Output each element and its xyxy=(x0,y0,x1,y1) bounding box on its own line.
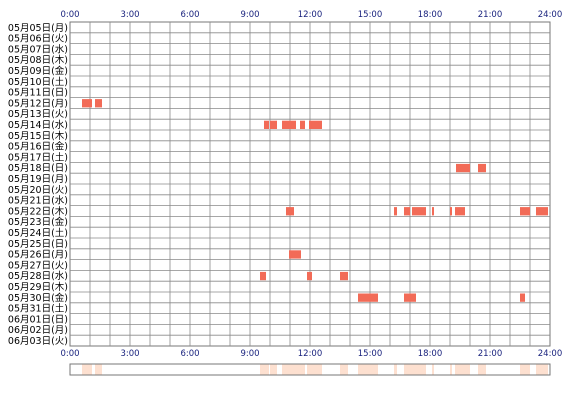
summary-segment xyxy=(82,364,92,375)
summary-segment xyxy=(307,364,312,375)
row-label: 05月24日(土) xyxy=(8,227,68,239)
row-label: 05月31日(土) xyxy=(8,303,68,315)
x-tick-label-top: 24:00 xyxy=(538,10,563,20)
row-label: 06月03日(火) xyxy=(8,336,68,347)
row-label: 05月06日(火) xyxy=(8,34,68,45)
row-label: 05月19日(月) xyxy=(8,174,68,185)
sleep-bar xyxy=(82,99,92,108)
x-tick-label-bottom: 0:00 xyxy=(60,349,79,359)
x-tick-label-bottom: 6:00 xyxy=(180,349,199,359)
summary-segment xyxy=(536,364,548,375)
x-tick-label-bottom: 12:00 xyxy=(298,349,323,359)
sleep-bar xyxy=(270,120,277,129)
summary-segment xyxy=(264,364,269,375)
row-label: 05月25日(日) xyxy=(8,239,68,250)
row-label: 05月21日(水) xyxy=(8,195,68,207)
summary-segment xyxy=(432,364,434,375)
x-tick-label-bottom: 3:00 xyxy=(120,349,139,359)
summary-segment xyxy=(95,364,102,375)
row-label: 05月28日(水) xyxy=(8,270,68,282)
summary-segment xyxy=(450,364,452,375)
x-tick-label-top: 6:00 xyxy=(180,10,199,20)
row-label: 05月09日(金) xyxy=(8,65,68,77)
row-label: 05月23日(金) xyxy=(8,216,68,228)
sleep-bar xyxy=(520,207,530,216)
sleep-bar xyxy=(309,120,322,129)
summary-segment xyxy=(358,364,378,375)
sleep-bar xyxy=(95,99,102,108)
summary-segment xyxy=(270,364,277,375)
x-tick-label-bottom: 15:00 xyxy=(358,349,383,359)
row-label: 05月26日(月) xyxy=(8,250,68,261)
summary-segment xyxy=(478,364,486,375)
row-label: 05月18日(日) xyxy=(8,163,68,174)
sleep-bar xyxy=(300,120,305,129)
sleep-bar xyxy=(432,207,434,216)
row-label: 05月07日(水) xyxy=(8,43,68,55)
sleep-bar xyxy=(340,271,348,281)
x-tick-label-top: 21:00 xyxy=(478,10,503,20)
summary-segment xyxy=(289,364,301,375)
sleep-bar xyxy=(260,271,266,281)
row-label: 06月02日(月) xyxy=(8,325,68,336)
sleep-bar xyxy=(358,293,378,302)
x-tick-label-top: 12:00 xyxy=(298,10,323,20)
row-label: 05月13日(火) xyxy=(8,109,68,120)
sleep-bar xyxy=(404,293,416,302)
row-label: 05月15日(木) xyxy=(8,130,68,142)
summary-segment xyxy=(260,364,266,375)
row-label: 05月17日(土) xyxy=(8,151,68,163)
sleep-bar xyxy=(282,120,296,129)
sleep-bar xyxy=(478,163,486,173)
x-tick-label-bottom: 21:00 xyxy=(478,349,503,359)
summary-segment xyxy=(404,364,416,375)
row-label: 05月05日(月) xyxy=(8,23,68,34)
sleep-bar xyxy=(455,207,465,216)
sleep-bar xyxy=(404,207,410,216)
row-label: 05月10日(土) xyxy=(8,76,68,88)
summary-segment xyxy=(340,364,348,375)
sleep-bar xyxy=(307,271,312,281)
sleep-bar xyxy=(289,250,301,259)
row-label: 05月11日(日) xyxy=(8,88,68,99)
sleep-bar xyxy=(264,120,269,129)
sleep-bar xyxy=(412,207,426,216)
summary-segment xyxy=(520,364,525,375)
row-label: 05月22日(木) xyxy=(8,205,68,217)
row-label: 05月12日(月) xyxy=(8,98,68,109)
x-tick-label-bottom: 18:00 xyxy=(418,349,443,359)
row-label: 06月01日(日) xyxy=(8,314,68,325)
x-tick-label-top: 3:00 xyxy=(120,10,139,20)
row-label: 05月30日(金) xyxy=(8,292,68,304)
row-label: 05月16日(金) xyxy=(8,141,68,153)
row-label: 05月20日(火) xyxy=(8,185,68,196)
row-label: 05月14日(水) xyxy=(8,119,68,131)
row-label: 05月29日(木) xyxy=(8,281,68,293)
summary-segment xyxy=(455,364,465,375)
row-label: 05月08日(木) xyxy=(8,54,68,66)
x-tick-label-bottom: 24:00 xyxy=(538,349,563,359)
sleep-bar xyxy=(286,207,294,216)
x-tick-label-top: 15:00 xyxy=(358,10,383,20)
x-tick-label-top: 0:00 xyxy=(60,10,79,20)
summary-segment xyxy=(394,364,397,375)
summary-segment xyxy=(300,364,305,375)
summary-segment xyxy=(309,364,322,375)
x-tick-label-top: 18:00 xyxy=(418,10,443,20)
x-tick-label-bottom: 9:00 xyxy=(240,349,259,359)
x-tick-label-top: 9:00 xyxy=(240,10,259,20)
row-label: 05月27日(火) xyxy=(8,260,68,271)
sleep-bar xyxy=(450,207,452,216)
sleep-bar xyxy=(520,293,525,302)
sleep-bar xyxy=(536,207,548,216)
sleep-bar xyxy=(394,207,397,216)
summary-segment xyxy=(412,364,426,375)
sleep-bar xyxy=(456,163,470,173)
